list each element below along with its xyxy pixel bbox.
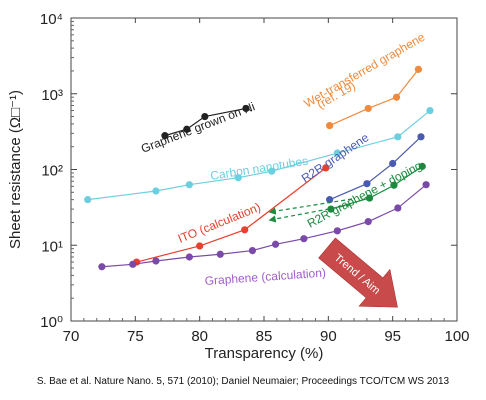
- data-point: [333, 227, 341, 235]
- trend-aim-arrow: Trend / Aim: [318, 237, 398, 308]
- x-tick-label: 95: [384, 328, 401, 345]
- data-point: [394, 204, 402, 212]
- y-tick-label: 10²: [41, 163, 63, 180]
- series-annotation: Graphene grown on Ni: [139, 99, 257, 155]
- series-line: [329, 136, 422, 201]
- data-point: [322, 164, 330, 172]
- data-point: [418, 162, 426, 170]
- data-point: [326, 121, 334, 130]
- data-point: [363, 180, 371, 188]
- data-point: [248, 246, 257, 255]
- x-tick-label: 80: [191, 328, 208, 345]
- data-point: [327, 205, 335, 213]
- series-line: [164, 107, 247, 137]
- data-point: [152, 257, 160, 265]
- data-point: [326, 196, 334, 204]
- data-point: [201, 112, 209, 121]
- data-point: [364, 218, 372, 226]
- y-tick-label: 10⁴: [40, 11, 63, 28]
- data-point: [241, 226, 249, 234]
- series-layer: [84, 65, 434, 271]
- data-point: [129, 260, 137, 268]
- data-point: [333, 149, 341, 157]
- data-point: [271, 240, 280, 248]
- data-point: [183, 125, 191, 133]
- data-point: [422, 181, 430, 189]
- y-tick-label: 10³: [41, 87, 63, 104]
- data-point: [394, 133, 402, 141]
- data-point: [234, 174, 242, 182]
- series-annotation: R2R graphene: [299, 130, 372, 185]
- data-point: [98, 263, 106, 271]
- series-line: [330, 165, 423, 210]
- series-line: [87, 110, 431, 201]
- data-point: [242, 104, 250, 113]
- data-point: [216, 250, 224, 258]
- data-point: [392, 93, 401, 101]
- x-tick-label: 100: [444, 328, 469, 345]
- axes: 70 75 80 85 90 95 100 10⁰ 10¹ 10² 10³ 10⁴ Transparen…: [7, 11, 470, 362]
- data-point: [300, 235, 308, 243]
- data-point: [414, 65, 422, 73]
- x-tick-label: 85: [256, 328, 273, 345]
- x-tick-label: 75: [127, 328, 144, 345]
- data-point: [84, 196, 92, 204]
- series-line: [329, 68, 419, 127]
- data-point: [268, 167, 276, 175]
- y-axis-label: Sheet resistance (Ω□⁻¹): [7, 90, 24, 249]
- data-point: [417, 133, 425, 141]
- citation-caption: S. Bae et al. Nature Nano. 5, 571 (2010)…: [36, 376, 450, 387]
- data-point: [185, 253, 193, 261]
- data-point: [185, 181, 193, 189]
- data-point: [161, 132, 169, 140]
- series-annotation: Graphene (calculation): [204, 266, 326, 288]
- series-line: [136, 167, 327, 263]
- trend-arrow-shape: [318, 237, 398, 308]
- data-point: [390, 181, 398, 189]
- x-tick-label: 70: [63, 328, 80, 345]
- data-point: [389, 159, 397, 168]
- data-point: [196, 242, 204, 250]
- data-point: [364, 104, 372, 113]
- x-tick-label: 90: [320, 328, 337, 345]
- series-line: [101, 184, 427, 268]
- chart: 70 75 80 85 90 95 100 10⁰ 10¹ 10² 10³ 10⁴ Transparen…: [7, 11, 470, 362]
- y-tick-label: 10¹: [41, 238, 63, 255]
- data-point: [152, 187, 160, 195]
- data-point: [365, 194, 374, 202]
- data-point: [426, 106, 434, 115]
- series-annotation: Carbon nanotubes: [209, 154, 309, 183]
- y-tick-label: 10⁰: [40, 314, 63, 331]
- x-axis-label: Transparency (%): [205, 345, 324, 362]
